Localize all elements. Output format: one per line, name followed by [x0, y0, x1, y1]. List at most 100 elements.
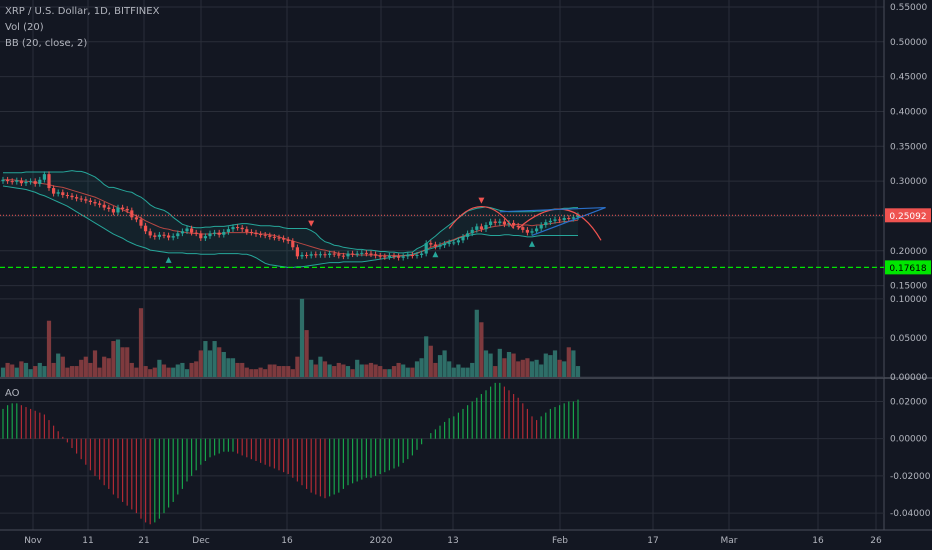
candle-body: [194, 232, 198, 234]
volume-bar: [60, 356, 65, 377]
wedge-drawing: [499, 206, 606, 237]
candle-body: [148, 231, 152, 236]
candle-body: [479, 226, 483, 230]
y-tick-label: 0.20000: [890, 247, 927, 257]
candle-body: [79, 198, 83, 200]
y-tick-label: 0.40000: [890, 107, 927, 117]
y-tick-label: 0.10000: [890, 295, 927, 305]
x-tick-label: 17: [647, 536, 658, 546]
candle-body: [401, 256, 405, 258]
volume-bar: [447, 361, 452, 377]
candle-body: [516, 225, 520, 228]
candle-body: [309, 254, 313, 256]
volume-bar: [401, 364, 406, 377]
candle-body: [530, 231, 534, 233]
volume-bar: [350, 369, 355, 377]
volume-bar: [152, 367, 157, 377]
y-tick-label: 0.05000: [890, 334, 927, 344]
volume-bar: [221, 351, 226, 377]
volume-bar: [470, 362, 475, 377]
candle-body: [134, 217, 138, 220]
volume-bar: [37, 362, 42, 377]
volume-bar: [359, 364, 364, 377]
volume-bar: [336, 362, 341, 377]
volume-bar: [534, 359, 539, 377]
candle-body: [213, 232, 217, 234]
volume-bar: [571, 350, 576, 377]
candle-body: [351, 253, 355, 255]
volume-bar: [414, 361, 420, 377]
volume-bar: [244, 367, 249, 377]
volume-bar: [396, 362, 401, 377]
volume-bar: [410, 367, 415, 377]
candle-body: [295, 247, 299, 257]
volume-bar: [525, 358, 530, 377]
legend-volume: Vol (20): [5, 22, 44, 33]
candle-body: [282, 238, 286, 240]
volume-bar: [134, 367, 139, 377]
candle-body: [144, 225, 148, 232]
x-tick-label: Dec: [192, 536, 209, 546]
candle-body: [567, 218, 571, 220]
candle-body: [507, 222, 511, 225]
candle-body: [328, 253, 332, 255]
candle-body: [272, 236, 276, 238]
volume-bar: [290, 369, 295, 377]
candle-body: [153, 235, 157, 237]
volume-bar: [69, 366, 75, 377]
candle-body: [88, 200, 92, 203]
volume-bar: [0, 367, 6, 377]
y-tick-label: 0.02000: [890, 397, 927, 407]
volume-bar: [341, 364, 346, 377]
candle-body: [254, 232, 258, 235]
candle-body: [38, 179, 42, 184]
volume-bar: [180, 362, 185, 377]
candle-body: [84, 199, 88, 201]
candle-body: [387, 255, 391, 258]
volume-bar: [226, 358, 231, 377]
candle-body: [466, 233, 470, 237]
candle-body: [121, 207, 125, 209]
volume-bar: [516, 361, 521, 377]
volume-bar: [46, 320, 52, 377]
volume-bar: [281, 366, 286, 377]
volume-bar: [272, 364, 277, 377]
candle-body: [249, 231, 253, 233]
candle-body: [15, 180, 19, 182]
volume-bar: [345, 366, 351, 377]
volume-bar: [548, 355, 553, 377]
volume-bar: [56, 353, 61, 377]
candle-body: [452, 242, 456, 244]
candle-body: [548, 220, 552, 223]
arc-drawing: [448, 205, 515, 229]
candle-body: [190, 228, 194, 233]
volume-bar: [502, 358, 507, 377]
candle-body: [397, 256, 401, 258]
volume-bar: [249, 369, 254, 377]
sell-signal-marker: [308, 220, 315, 227]
candle-body: [544, 222, 548, 226]
volume-bar: [391, 366, 397, 377]
volume-bar: [148, 369, 153, 377]
y-tick-label: 0.45000: [890, 73, 927, 83]
volume-bar: [138, 308, 144, 377]
candle-body: [502, 221, 506, 225]
volume-bar: [442, 350, 447, 377]
volume-bar: [51, 362, 56, 377]
x-tick-label: 16: [812, 536, 824, 546]
legend-ao: AO: [5, 388, 20, 399]
volume-bar: [465, 367, 470, 377]
volume-bar: [378, 366, 383, 377]
volume-bar: [143, 366, 148, 377]
candle-body: [392, 255, 396, 257]
volume-bar: [106, 358, 111, 377]
volume-bar: [543, 353, 548, 377]
volume-bar: [511, 353, 516, 377]
x-tick-label: Feb: [552, 536, 568, 546]
candle-body: [378, 255, 382, 257]
candle-body: [116, 207, 120, 213]
candle-body: [535, 228, 539, 232]
candle-body: [19, 180, 23, 184]
y-tick-label: 0.15000: [890, 282, 927, 292]
